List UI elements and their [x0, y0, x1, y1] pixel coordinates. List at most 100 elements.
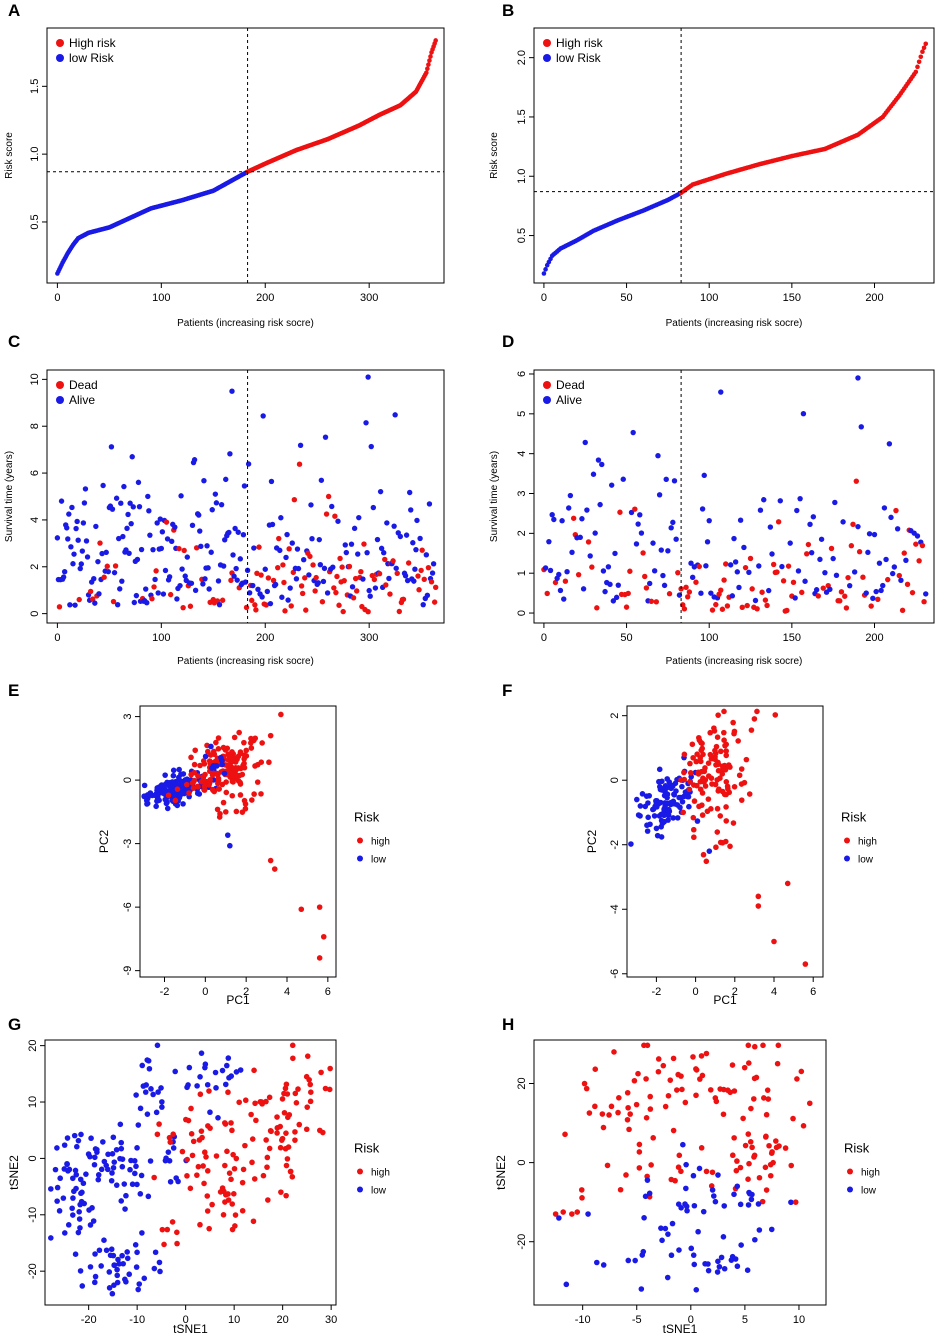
data-point-low [556, 571, 562, 578]
data-point-low [695, 1228, 701, 1235]
x-tick-label: 2 [243, 986, 249, 998]
data-point-low [159, 529, 166, 535]
data-point-low [95, 558, 101, 565]
data-point-low [123, 1278, 129, 1285]
data-point-low [235, 529, 241, 535]
data-point-high [258, 572, 264, 578]
data-point-low [620, 476, 626, 482]
data-point-high [352, 575, 359, 582]
data-point-high [805, 541, 812, 548]
data-point-high [765, 1096, 772, 1102]
y-tick-label: -20 [27, 1263, 39, 1279]
data-point-high [312, 588, 318, 594]
data-point-low [329, 503, 335, 510]
data-point-low [148, 1086, 154, 1092]
data-point-low [145, 1058, 152, 1064]
data-point-high [594, 605, 600, 611]
data-point-low [370, 504, 377, 511]
data-point-high [569, 1211, 575, 1217]
data-point-high [278, 1189, 284, 1195]
legend-title: Risk [841, 810, 867, 825]
data-point-low [542, 565, 549, 571]
data-point-low [122, 1206, 128, 1212]
data-point-low [665, 817, 671, 823]
data-point-high [316, 955, 323, 961]
x-axis-label: PC1 [226, 993, 250, 1007]
data-point-low [73, 525, 79, 532]
data-point-high [589, 564, 595, 570]
data-point-high [222, 1120, 228, 1126]
data-point-high [749, 586, 755, 592]
data-point-low [227, 451, 233, 457]
data-point-high [421, 576, 427, 583]
data-point-high [191, 777, 198, 784]
data-point-high [755, 903, 762, 909]
data-point-high [334, 573, 340, 580]
data-point-low [367, 593, 373, 599]
legend-marker-low [847, 1186, 853, 1193]
data-point-high [635, 1070, 641, 1077]
y-tick-label: 10 [27, 1096, 39, 1108]
data-point-high [197, 1221, 203, 1228]
data-point-high [428, 579, 435, 585]
data-point-high [237, 792, 244, 798]
data-point-high [383, 582, 389, 588]
data-point-high [336, 602, 342, 608]
data-point-high [828, 545, 835, 552]
data-point-high [226, 1170, 233, 1176]
data-point-high [749, 1144, 755, 1151]
data-point-high [850, 521, 856, 528]
data-point-low [200, 581, 206, 587]
data-point-high [225, 762, 231, 769]
data-point-high [249, 1159, 255, 1166]
data-point-low [135, 1286, 141, 1293]
data-point-high [219, 781, 226, 788]
y-tick-label: -10 [27, 1207, 39, 1223]
data-point-low [126, 1271, 133, 1278]
data-point-low [662, 1225, 669, 1232]
data-point-low [160, 591, 167, 597]
data-point-low [242, 579, 249, 585]
panel-C: C 0 100 200 300 0 2 4 6 8 10 Patients (increasing r… [4, 332, 445, 667]
data-point-low [808, 549, 815, 556]
data-point-high [307, 1081, 314, 1088]
data-point-high [327, 1065, 333, 1072]
data-point-high [289, 1174, 296, 1180]
data-point-low [204, 1081, 211, 1088]
data-point-high [800, 1123, 807, 1129]
data-point-low [76, 1216, 83, 1222]
data-point-high [702, 783, 709, 789]
data-point-high [253, 607, 259, 613]
data-point-high [313, 574, 319, 581]
data-point-low [655, 453, 661, 459]
data-point-high [201, 1180, 207, 1187]
data-point-high [709, 607, 716, 613]
data-point-low [192, 587, 199, 593]
data-point-low [817, 556, 823, 563]
data-point-low [95, 1172, 102, 1178]
data-point-low [295, 565, 302, 572]
data-point-high [230, 757, 236, 763]
data-point-low [748, 1196, 755, 1203]
data-point-high [228, 577, 234, 584]
data-point-low [106, 1285, 113, 1291]
data-point-high [648, 598, 655, 604]
data-point-high [715, 712, 721, 718]
data-point-high [164, 1226, 171, 1233]
data-point-high [746, 791, 753, 797]
data-point-high [707, 1087, 714, 1093]
data-point-high [201, 787, 208, 793]
data-point-high [650, 1135, 656, 1141]
data-point-low [779, 563, 785, 570]
data-point-high [283, 1081, 290, 1088]
data-point-low [638, 530, 645, 536]
data-point-high [188, 754, 194, 761]
data-point-low [159, 1099, 165, 1105]
panel-letter-F: F [502, 681, 512, 700]
data-point-high [247, 740, 254, 746]
data-point-high [290, 569, 297, 576]
data-point-low [92, 1273, 99, 1280]
data-point-high [691, 834, 697, 841]
data-point-low [188, 580, 195, 586]
data-point-high [838, 589, 845, 595]
